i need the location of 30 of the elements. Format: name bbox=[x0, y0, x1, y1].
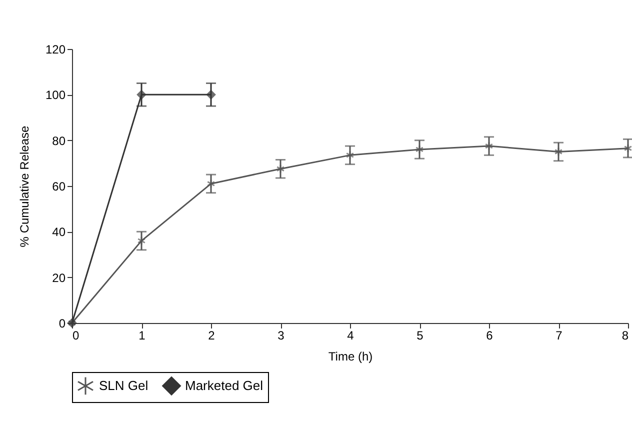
y-tick-label: 80 bbox=[52, 134, 66, 148]
y-tick-label: 120 bbox=[45, 42, 66, 56]
x-tick-label: 8 bbox=[622, 328, 629, 342]
x-tick-label: 7 bbox=[556, 328, 563, 342]
x-tick-label: 6 bbox=[486, 328, 494, 342]
legend-label: SLN Gel bbox=[99, 378, 148, 393]
point bbox=[624, 144, 632, 153]
y-tick-label: 100 bbox=[45, 88, 66, 102]
point bbox=[484, 141, 494, 151]
x-tick-label: 2 bbox=[208, 328, 216, 342]
point bbox=[136, 90, 146, 100]
x-tick-label: 3 bbox=[278, 328, 285, 342]
y-axis-title: % Cumulative Release bbox=[17, 125, 32, 248]
point bbox=[276, 164, 285, 174]
x-tick-label: 0 bbox=[72, 328, 80, 342]
point bbox=[415, 144, 424, 154]
x-tick-label: 5 bbox=[416, 328, 424, 342]
y-tick-label: 40 bbox=[52, 225, 66, 240]
point bbox=[206, 90, 216, 100]
y-tick-label: 60 bbox=[52, 180, 66, 194]
point bbox=[206, 179, 216, 188]
y-tick-label: 0 bbox=[58, 316, 66, 330]
y-tick-label: 20 bbox=[52, 270, 66, 285]
x-axis-title: Time (h) bbox=[328, 350, 373, 364]
point bbox=[554, 147, 563, 156]
legend-label: Marketed Gel bbox=[185, 378, 264, 393]
point bbox=[346, 150, 354, 160]
x-tick-label: 4 bbox=[347, 328, 354, 342]
x-tick-label: 1 bbox=[138, 328, 146, 342]
point bbox=[137, 236, 146, 246]
